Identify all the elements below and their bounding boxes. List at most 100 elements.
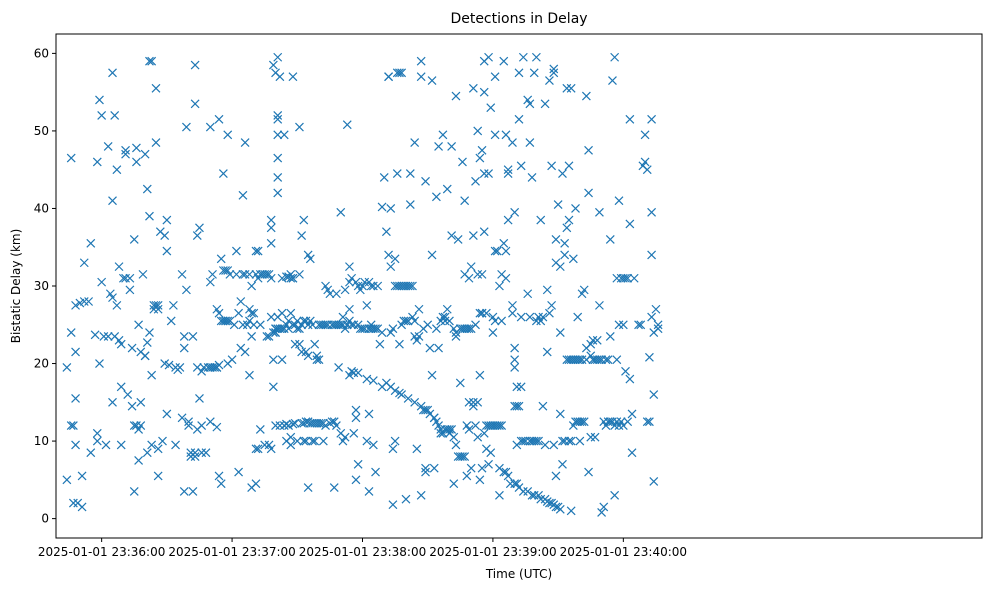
data-point-marker xyxy=(451,331,461,341)
data-point-marker xyxy=(610,490,620,500)
data-point-marker xyxy=(266,312,276,322)
data-point-marker xyxy=(79,258,89,268)
data-point-marker xyxy=(353,368,363,378)
data-point-marker xyxy=(351,413,361,423)
data-point-marker xyxy=(586,432,596,442)
data-point-marker xyxy=(464,425,474,434)
data-point-marker xyxy=(516,436,526,446)
data-point-marker xyxy=(540,99,550,109)
data-point-marker xyxy=(460,452,470,462)
data-point-marker xyxy=(312,418,322,428)
data-point-marker xyxy=(162,246,172,256)
data-point-marker xyxy=(331,421,341,430)
data-point-marker xyxy=(468,231,478,241)
data-point-marker xyxy=(399,316,409,326)
data-point-marker xyxy=(573,355,583,365)
data-point-marker xyxy=(355,324,365,334)
data-point-marker xyxy=(647,114,657,124)
data-point-marker xyxy=(525,312,535,322)
data-point-marker xyxy=(405,200,415,210)
data-point-marker xyxy=(547,161,557,171)
data-point-marker xyxy=(364,409,374,419)
data-point-marker xyxy=(551,502,561,512)
data-point-marker xyxy=(555,409,565,419)
data-point-marker xyxy=(592,335,602,345)
data-point-marker xyxy=(549,64,559,74)
data-point-marker xyxy=(184,417,194,427)
data-point-marker xyxy=(651,304,661,314)
data-point-marker xyxy=(540,440,550,450)
data-point-marker xyxy=(431,192,441,202)
data-point-marker xyxy=(551,235,561,244)
data-point-marker xyxy=(271,421,280,430)
data-point-marker xyxy=(140,351,150,361)
data-point-marker xyxy=(445,316,454,326)
data-point-marker xyxy=(614,196,624,206)
data-point-marker xyxy=(251,246,261,256)
data-point-marker xyxy=(338,312,348,322)
data-point-marker xyxy=(614,320,624,330)
data-point-marker xyxy=(384,72,394,82)
data-point-marker xyxy=(121,273,130,283)
data-point-marker xyxy=(458,324,467,334)
data-point-marker xyxy=(62,475,72,485)
data-point-marker xyxy=(401,494,411,504)
data-point-marker xyxy=(518,52,528,62)
data-point-marker xyxy=(579,285,589,295)
data-point-marker xyxy=(347,320,357,330)
data-point-marker xyxy=(618,320,628,330)
data-point-marker xyxy=(512,382,522,392)
data-point-marker xyxy=(627,448,637,458)
data-point-marker xyxy=(190,99,200,109)
data-point-marker xyxy=(529,490,539,500)
data-point-marker xyxy=(555,328,565,337)
data-point-marker xyxy=(477,463,487,473)
data-point-marker xyxy=(112,165,122,175)
data-point-marker xyxy=(132,143,141,153)
data-point-marker xyxy=(468,83,478,93)
data-point-marker xyxy=(218,316,228,326)
data-point-marker xyxy=(334,320,344,330)
data-point-marker xyxy=(451,91,461,101)
data-point-marker xyxy=(562,355,572,365)
data-point-marker xyxy=(273,110,283,120)
data-point-marker xyxy=(66,153,76,163)
data-point-marker xyxy=(588,335,598,345)
data-point-marker xyxy=(168,300,178,310)
data-point-marker xyxy=(399,281,409,291)
data-point-marker xyxy=(92,428,102,438)
data-point-marker xyxy=(555,262,565,272)
data-point-marker xyxy=(471,421,480,430)
data-point-marker xyxy=(490,421,500,430)
data-point-marker xyxy=(208,269,217,279)
data-point-marker xyxy=(268,355,278,365)
data-point-marker xyxy=(210,362,220,372)
data-point-marker xyxy=(625,114,635,124)
data-point-marker xyxy=(266,223,276,233)
data-point-marker xyxy=(503,165,513,175)
data-point-marker xyxy=(451,440,461,450)
data-point-marker xyxy=(612,273,622,283)
data-point-marker xyxy=(245,370,254,380)
data-point-marker xyxy=(71,300,80,310)
data-point-marker xyxy=(153,471,163,481)
data-point-marker xyxy=(618,273,628,283)
data-point-marker xyxy=(516,382,526,392)
data-point-marker xyxy=(416,56,426,66)
y-tick-label: 40 xyxy=(34,201,49,215)
data-point-marker xyxy=(136,397,146,407)
data-point-marker xyxy=(568,254,578,264)
data-point-marker xyxy=(410,316,420,326)
data-point-marker xyxy=(364,487,374,496)
data-point-marker xyxy=(125,285,135,295)
data-point-marker xyxy=(386,262,396,272)
data-point-marker xyxy=(438,130,448,140)
data-point-marker xyxy=(247,308,257,318)
data-point-marker xyxy=(266,444,276,454)
x-tick-label: 2025-01-01 23:40:00 xyxy=(560,545,687,559)
data-point-marker xyxy=(455,324,465,334)
data-point-marker xyxy=(510,401,520,411)
data-point-marker xyxy=(649,390,659,399)
data-point-marker xyxy=(371,467,380,477)
